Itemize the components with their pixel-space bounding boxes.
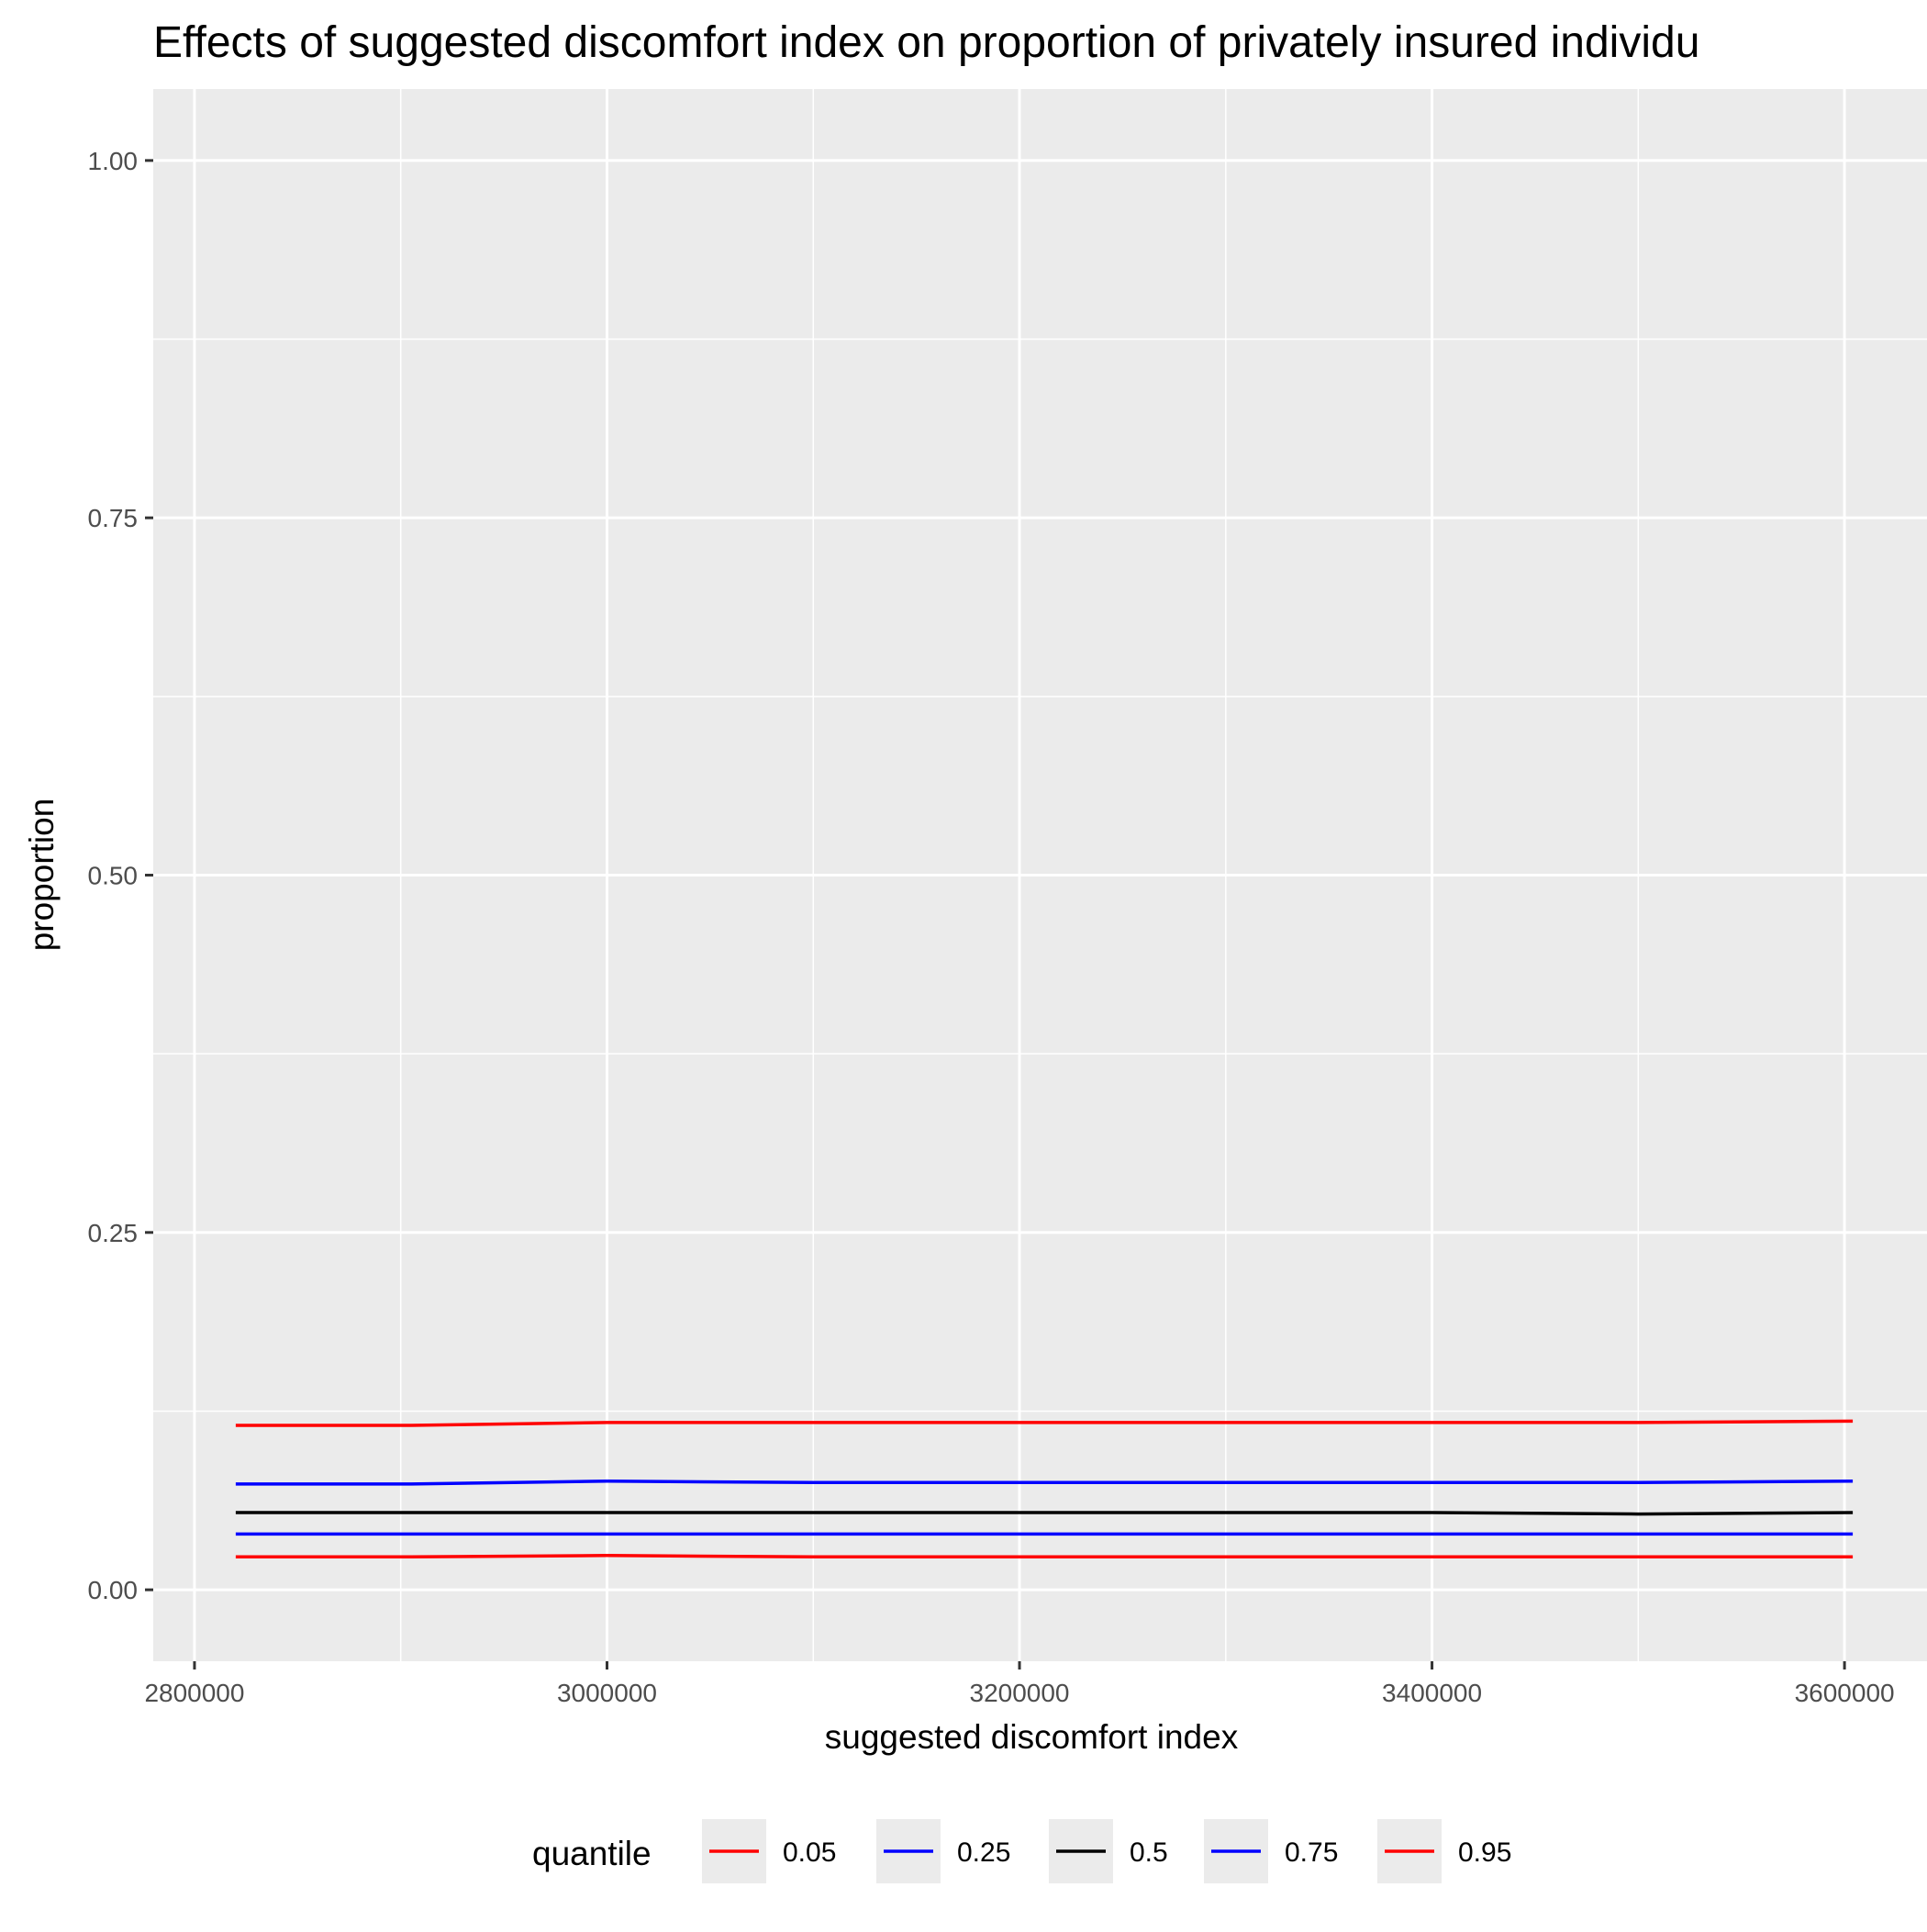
series-line-0-75 [235, 1480, 1854, 1486]
legend-label-0-5: 0.5 [1130, 1837, 1168, 1868]
legend-label-0-95: 0.95 [1458, 1837, 1511, 1868]
y-tick-label: 1.00 [88, 147, 139, 175]
series-line-0-5 [235, 1511, 1854, 1516]
x-tick-label: 3200000 [970, 1679, 1070, 1707]
series-line-0-05 [235, 1554, 1854, 1559]
y-tick-label: 0.50 [88, 862, 139, 890]
chart-title: Effects of suggested discomfort index on… [153, 18, 1699, 67]
x-tick-label: 2800000 [144, 1679, 244, 1707]
x-tick-label: 3400000 [1382, 1679, 1482, 1707]
series-lines [235, 1419, 1854, 1559]
y-tick-label: 0.25 [88, 1219, 139, 1247]
legend-label-0-75: 0.75 [1285, 1837, 1338, 1868]
y-tick-label: 0.00 [88, 1576, 139, 1604]
x-tick-label: 3000000 [557, 1679, 657, 1707]
legend-title: quantile [532, 1835, 652, 1872]
axes: 2800000 3000000 3200000 3400000 3600000 0.00 0… [88, 147, 1895, 1707]
legend-label-0-05: 0.05 [783, 1837, 836, 1868]
series-line-0-95 [235, 1419, 1854, 1427]
y-tick-label: 0.75 [88, 504, 139, 532]
x-tick-label: 3600000 [1795, 1679, 1895, 1707]
grid-lines [153, 89, 1927, 1661]
legend: quantile 0.05 0.25 0.5 0.75 0.95 [532, 1819, 1511, 1883]
x-axis-title: suggested discomfort index [825, 1718, 1239, 1756]
y-axis-title: proportion [23, 798, 61, 952]
legend-label-0-25: 0.25 [957, 1837, 1010, 1868]
